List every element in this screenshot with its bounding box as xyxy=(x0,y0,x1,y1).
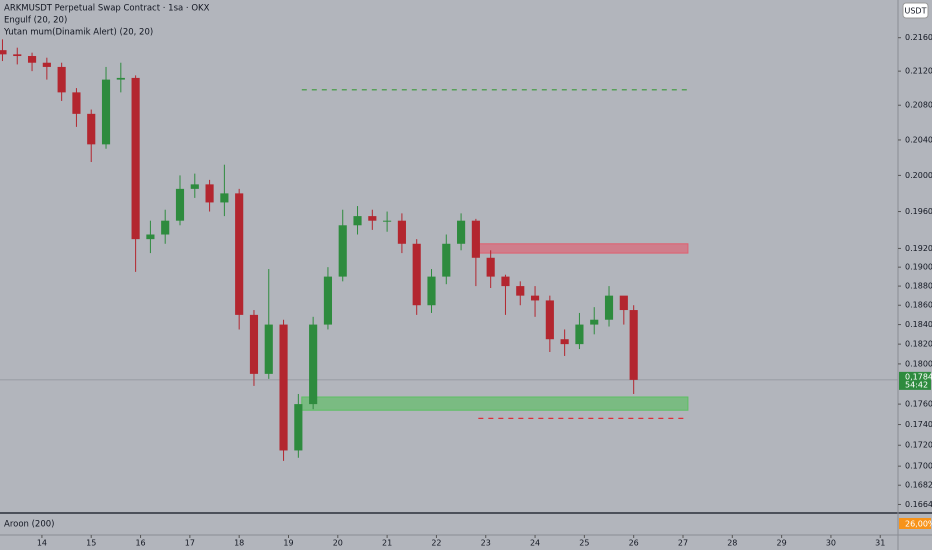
candle-body xyxy=(560,339,569,345)
candle-body xyxy=(619,295,628,311)
y-tick-label: 0.1920 xyxy=(905,244,932,253)
candle-body xyxy=(604,295,614,320)
candle-body xyxy=(27,56,37,63)
last-price-label: 0,1784 xyxy=(905,372,932,381)
y-tick-label: 0.1840 xyxy=(905,320,932,329)
candle-body xyxy=(87,113,96,145)
candle-body xyxy=(101,79,111,145)
indicator-label: Yutan mum(Dinamik Alert) (20, 20) xyxy=(3,28,153,38)
x-tick-label: 28 xyxy=(727,539,737,548)
aroon-label-box xyxy=(899,518,931,529)
candle-body xyxy=(530,295,540,301)
y-tick-label: 0.2040 xyxy=(905,135,932,144)
aroon-label: 26,00% xyxy=(905,520,932,529)
candle-body xyxy=(57,66,66,93)
x-tick-label: 16 xyxy=(135,539,145,548)
candle-body xyxy=(0,50,7,55)
candle-body xyxy=(116,77,125,80)
candle-body xyxy=(442,243,451,277)
x-tick-label: 27 xyxy=(678,539,688,548)
candle-body xyxy=(309,324,318,405)
y-tick-label: 0.1682 xyxy=(905,481,932,490)
candle-body xyxy=(131,77,140,240)
candle-body xyxy=(353,216,362,226)
countdown: 54:42 xyxy=(905,380,928,389)
y-tick-label: 0.1880 xyxy=(905,282,932,291)
y-tick-label: 0.2160 xyxy=(905,33,932,42)
y-tick-label: 0.2120 xyxy=(905,67,932,76)
x-tick-label: 21 xyxy=(382,539,392,548)
indicator-label: Engulf (20, 20) xyxy=(4,16,67,26)
candle-body xyxy=(175,188,185,221)
y-tick-label: 0.1700 xyxy=(905,462,932,471)
zone xyxy=(477,243,689,254)
candle-body xyxy=(516,286,525,296)
candle-body xyxy=(368,216,377,221)
x-tick-label: 29 xyxy=(777,539,787,548)
y-tick-label: 0.1664 xyxy=(905,500,932,509)
x-tick-label: 19 xyxy=(283,539,293,548)
candle-body xyxy=(590,319,599,325)
aroon-title: Aroon (200) xyxy=(4,520,54,530)
y-tick-label: 0.2000 xyxy=(905,171,932,180)
x-tick-label: 14 xyxy=(37,539,47,548)
candle-body xyxy=(249,314,259,374)
x-tick-label: 26 xyxy=(629,539,639,548)
x-tick-label: 24 xyxy=(530,539,540,548)
y-tick-label: 0.1820 xyxy=(905,340,932,349)
candle-body xyxy=(629,310,638,380)
x-tick-label: 31 xyxy=(875,539,885,548)
y-tick-label: 0.1960 xyxy=(905,207,932,216)
y-tick-label: 0.1800 xyxy=(905,359,932,368)
chart-title: ARKMUSDT Perpetual Swap Contract · 1sa ·… xyxy=(4,4,210,14)
candle-body xyxy=(42,62,51,67)
y-tick-label: 0.1740 xyxy=(905,420,932,429)
x-tick-label: 25 xyxy=(579,539,589,548)
candle-body xyxy=(383,220,392,222)
candle-body xyxy=(279,324,288,451)
x-tick-label: 15 xyxy=(86,539,96,548)
candle-body xyxy=(235,193,244,315)
y-tick-label: 0.2080 xyxy=(905,101,932,110)
candle-body xyxy=(486,257,495,277)
candle-body xyxy=(575,324,584,345)
x-tick-label: 30 xyxy=(826,539,836,548)
candle-body xyxy=(397,220,406,244)
candle-body xyxy=(323,276,333,325)
candle-body xyxy=(545,300,554,340)
candle-body xyxy=(146,234,155,240)
y-tick-label: 0.1900 xyxy=(905,263,932,272)
y-tick-label: 0.1720 xyxy=(905,441,932,450)
candle-body xyxy=(13,54,22,57)
currency-button[interactable] xyxy=(902,2,929,19)
x-tick-label: 17 xyxy=(185,539,195,548)
last-price-box xyxy=(899,371,931,390)
candle-body xyxy=(72,92,81,114)
candle-body xyxy=(205,184,214,203)
zone xyxy=(301,396,689,411)
candle-body xyxy=(471,220,480,258)
candle-body xyxy=(427,276,436,306)
x-tick-label: 20 xyxy=(333,539,343,548)
candle-body xyxy=(264,324,273,374)
candle-body xyxy=(338,225,347,277)
x-tick-label: 23 xyxy=(481,539,491,548)
candle-body xyxy=(220,193,229,203)
candle-body xyxy=(412,243,421,306)
x-tick-label: 22 xyxy=(431,539,441,548)
candle-body xyxy=(190,184,199,189)
y-tick-label: 0.1860 xyxy=(905,301,932,310)
candle-body xyxy=(294,404,303,451)
currency-label: USDT xyxy=(905,7,927,16)
y-tick-label: 0.1760 xyxy=(905,400,932,409)
candle-body xyxy=(501,276,510,287)
x-tick-label: 18 xyxy=(234,539,244,548)
candle-body xyxy=(457,220,466,244)
candle-body xyxy=(161,220,170,235)
